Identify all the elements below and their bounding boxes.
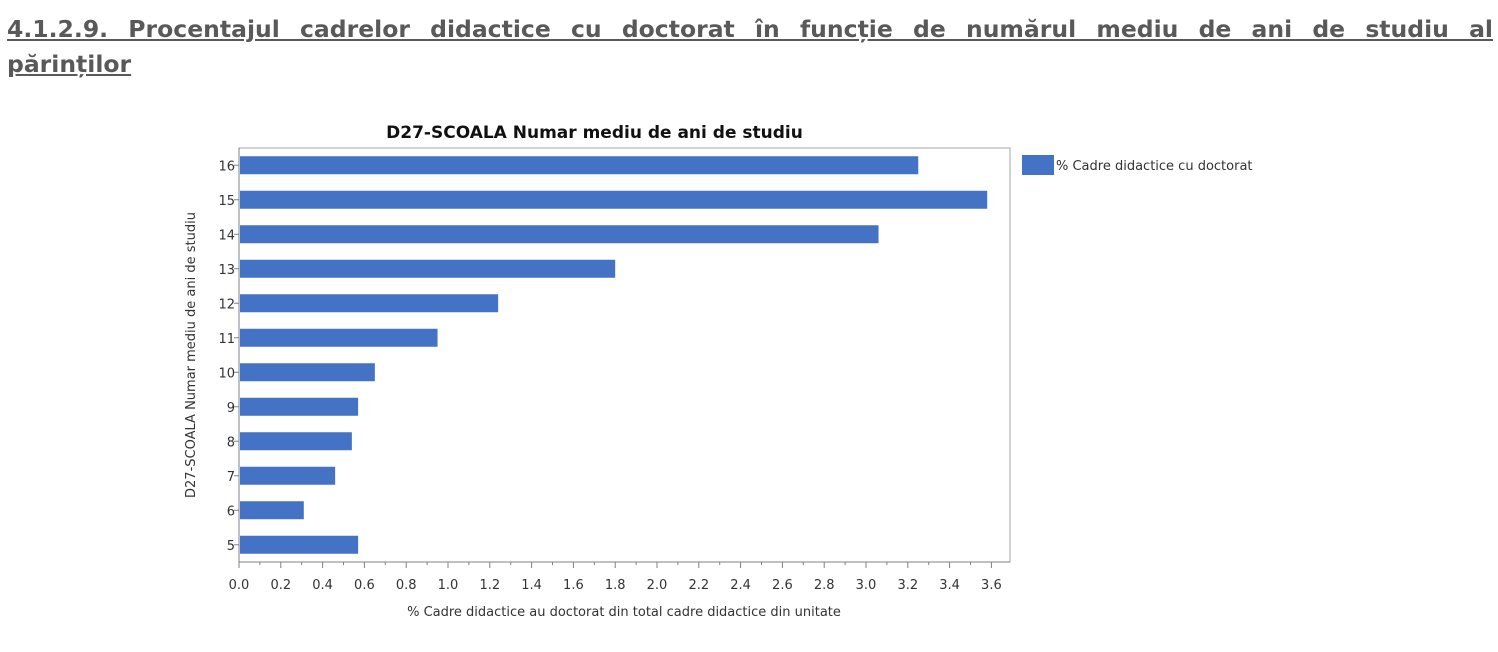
bar-6	[240, 501, 304, 520]
x-tick-label: 2.2	[688, 578, 709, 593]
y-tick-label: 9	[227, 401, 235, 416]
x-tick-label: 0.4	[312, 578, 333, 593]
section-heading: 4.1.2.9. Procentajul cadrelor didactice …	[7, 15, 1493, 78]
x-tick-label: 3.4	[939, 578, 960, 593]
chart-title: D27-SCOALA Numar mediu de ani de studiu	[386, 123, 803, 143]
bar-10	[240, 363, 375, 382]
x-tick-label: 2.4	[730, 578, 751, 593]
legend: % Cadre didactice cu doctorat	[1022, 155, 1253, 175]
y-tick-label: 14	[218, 228, 235, 243]
bar-11	[240, 328, 438, 347]
y-tick-label: 11	[218, 332, 235, 347]
bar-14	[240, 225, 879, 244]
bar-9	[240, 397, 359, 416]
y-axis-title: D27-SCOALA Numar mediu de ani de studiu	[184, 212, 199, 498]
x-tick-label: 3.6	[981, 578, 1002, 593]
x-tick-label: 3.0	[856, 578, 877, 593]
x-tick-label: 1.2	[479, 578, 500, 593]
y-tick-label: 13	[218, 263, 235, 278]
bar-5	[240, 535, 359, 554]
bar-7	[240, 466, 336, 485]
x-tick-label: 0.8	[396, 578, 417, 593]
x-tick-label: 0.0	[229, 578, 250, 593]
y-tick-label: 15	[218, 194, 235, 209]
x-axis: 0.0 0.2 0.4 0.6 0.8 1.0 1.2 1.4 1.6 1.8 2.0 2.2 2.4 2…	[229, 561, 1010, 593]
legend-swatch	[1022, 155, 1054, 175]
bars-group	[240, 156, 988, 554]
bar-13	[240, 259, 616, 278]
x-tick-label: 2.8	[814, 578, 835, 593]
y-tick-label: 6	[227, 504, 235, 519]
bar-16	[240, 156, 919, 175]
y-axis: 16 15 14 13 12 11 10 9 8 7 6 5	[218, 148, 240, 562]
bar-12	[240, 294, 499, 313]
x-tick-label: 1.6	[563, 578, 584, 593]
x-tick-label: 1.8	[605, 578, 626, 593]
plot-area	[238, 147, 1011, 563]
y-tick-label: 10	[218, 366, 235, 381]
bar-8	[240, 432, 352, 451]
x-tick-label: 0.2	[270, 578, 291, 593]
bar-15	[240, 190, 988, 209]
x-tick-label: 1.4	[521, 578, 542, 593]
y-tick-label: 16	[218, 159, 235, 174]
y-tick-label: 12	[218, 297, 235, 312]
y-tick-label: 7	[227, 470, 235, 485]
x-tick-label: 0.6	[354, 578, 375, 593]
x-axis-title: % Cadre didactice au doctorat din total …	[407, 605, 841, 620]
y-tick-label: 5	[227, 539, 235, 554]
legend-label: % Cadre didactice cu doctorat	[1056, 159, 1253, 174]
x-tick-label: 3.2	[897, 578, 918, 593]
x-tick-label: 2.0	[647, 578, 668, 593]
x-tick-label: 2.6	[772, 578, 793, 593]
x-tick-label: 1.0	[438, 578, 459, 593]
y-tick-label: 8	[227, 435, 235, 450]
